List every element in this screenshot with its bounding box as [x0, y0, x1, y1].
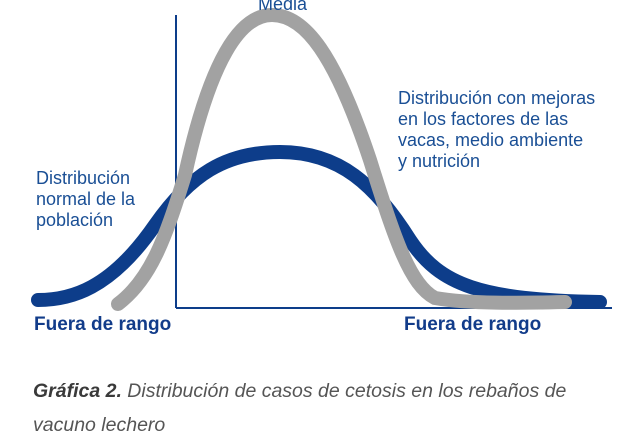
figure-caption: Gráfica 2. Distribución de casos de ceto…	[33, 374, 613, 442]
improved-distribution-label: Distribución con mejoras en los factores…	[398, 88, 596, 171]
caption-text: Distribución de casos de cetosis en los …	[33, 380, 567, 436]
mean-label: Media	[258, 0, 308, 14]
out-of-range-right-label: Fuera de rango	[404, 314, 542, 335]
normal-distribution-label: Distribución normal de la población	[36, 168, 136, 230]
caption-number: Gráfica 2.	[33, 380, 122, 402]
out-of-range-left-label: Fuera de rango	[34, 314, 172, 335]
improved-distribution-curve	[111, 7, 572, 311]
normal-distribution-curve	[31, 144, 607, 309]
distribution-diagram	[31, 7, 612, 311]
